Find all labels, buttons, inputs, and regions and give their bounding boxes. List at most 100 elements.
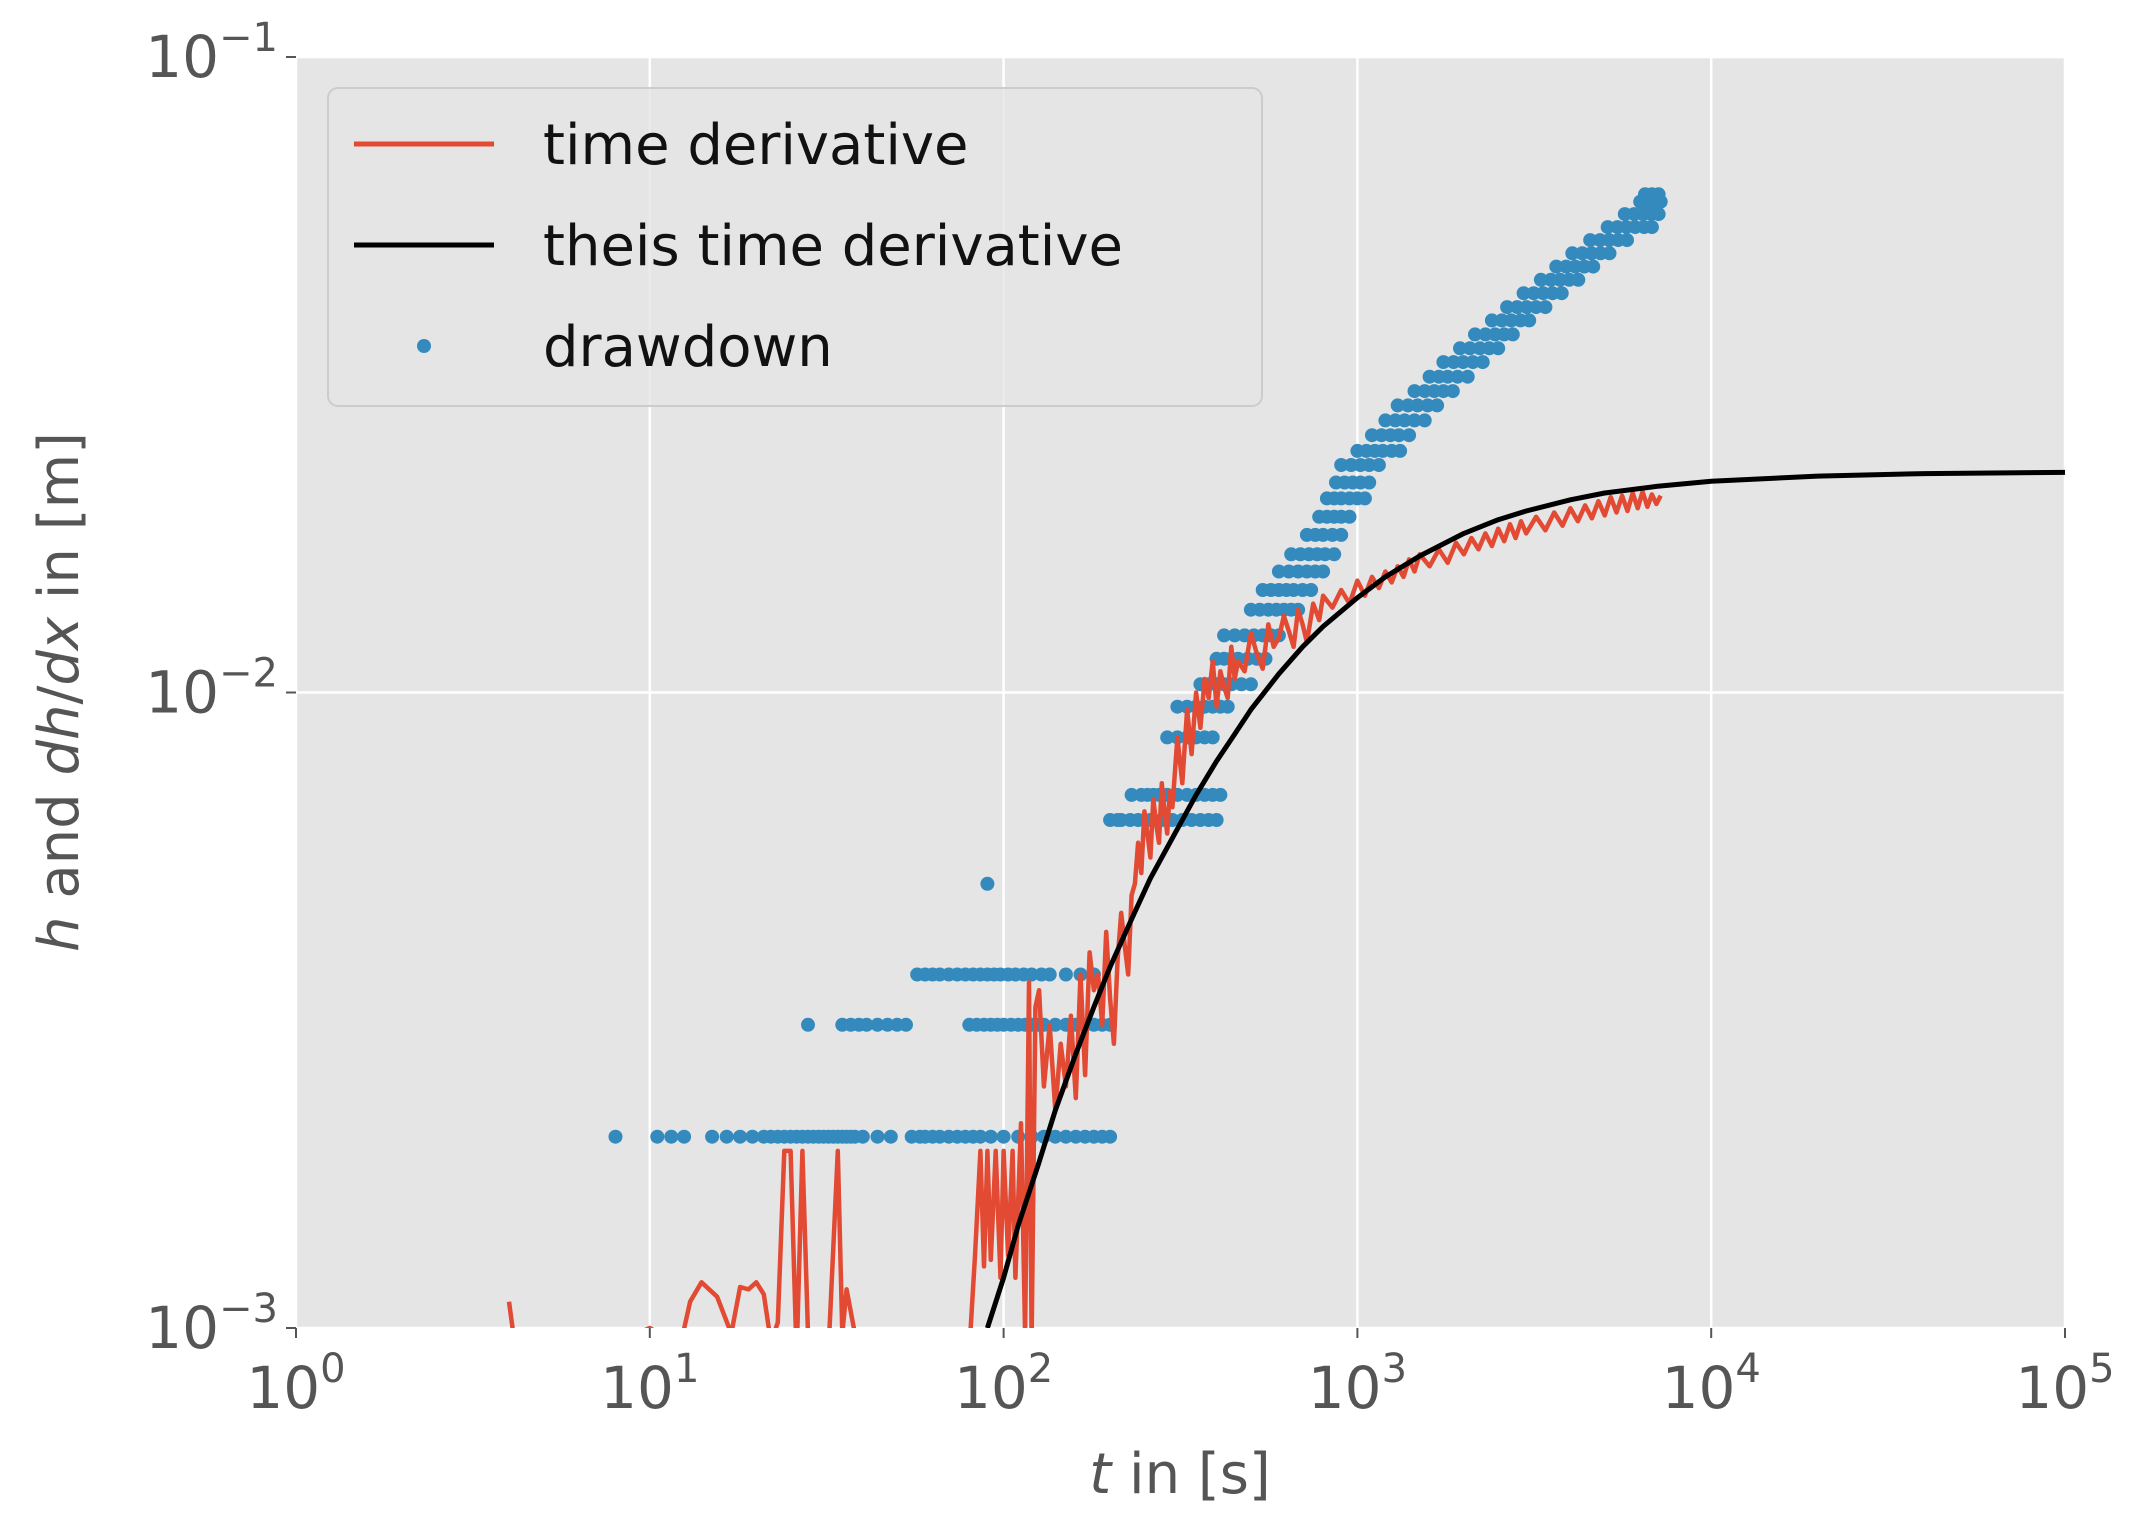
legend-box bbox=[327, 87, 1263, 407]
drawdown-point-293 bbox=[1620, 233, 1634, 248]
drawdown-point-51 bbox=[801, 1017, 815, 1032]
drawdown-point-7 bbox=[745, 1129, 760, 1144]
drawdown-point-224 bbox=[1378, 413, 1393, 428]
drawdown-point-115 bbox=[1124, 787, 1139, 802]
drawdown-point-191 bbox=[1334, 527, 1349, 542]
drawdown-point-154 bbox=[1217, 628, 1232, 643]
drawdown-point-175 bbox=[1271, 564, 1286, 579]
x-tick-label-1: 101 bbox=[600, 1346, 699, 1422]
drawdown-point-311 bbox=[1651, 187, 1666, 202]
x-tick-label-0: 100 bbox=[246, 1346, 345, 1422]
x-tick-label-2: 102 bbox=[954, 1346, 1053, 1422]
drawdown-point-283 bbox=[1586, 259, 1601, 274]
legend: time derivative theis time derivative dr… bbox=[327, 87, 1263, 407]
y-tick-label-1: 10−2 bbox=[145, 651, 278, 727]
drawdown-point-299 bbox=[1644, 220, 1659, 235]
drawdown-point-254 bbox=[1468, 327, 1482, 342]
y-axis-label: h and dh/dx in [m] bbox=[27, 432, 92, 952]
drawdown-point-155 bbox=[1227, 628, 1242, 643]
drawdown-point-139 bbox=[1220, 699, 1235, 714]
drawdown-point-269 bbox=[1516, 286, 1531, 301]
drawdown-point-227 bbox=[1407, 413, 1422, 428]
drawdown-point-250 bbox=[1462, 341, 1477, 356]
drawdown-point-40 bbox=[996, 1129, 1011, 1144]
drawdown-point-231 bbox=[1410, 398, 1425, 413]
drawdown-point-202 bbox=[1357, 491, 1372, 506]
legend-label-time-derivative: time derivative bbox=[543, 113, 968, 178]
drawdown-point-1 bbox=[650, 1129, 665, 1144]
drawdown-point-218 bbox=[1393, 443, 1408, 458]
drawdown-point-274 bbox=[1533, 272, 1548, 287]
drawdown-point-28 bbox=[883, 1129, 898, 1144]
drawdown-point-284 bbox=[1565, 246, 1580, 261]
drawdown-point-247 bbox=[1465, 355, 1480, 370]
series-line-theis-time-derivative bbox=[985, 469, 2065, 1328]
drawdown-point-6 bbox=[733, 1129, 748, 1144]
drawdown-point-126 bbox=[1213, 787, 1228, 802]
drawdown-point-100 bbox=[980, 876, 995, 891]
x-axis-ticks: 100 101 102 103 104 105 bbox=[246, 1328, 2115, 1422]
plot-area bbox=[506, 187, 2065, 1328]
drawdown-point-233 bbox=[1430, 398, 1445, 413]
drawdown-point-132 bbox=[1205, 730, 1220, 745]
series-line-time-derivative bbox=[506, 489, 1663, 1328]
drawdown-point-246 bbox=[1456, 355, 1471, 370]
drawdown-point-238 bbox=[1445, 384, 1460, 399]
drawdown-point-244 bbox=[1436, 355, 1451, 370]
drawdown-point-26 bbox=[855, 1129, 870, 1144]
drawdown-point-146 bbox=[1243, 677, 1258, 692]
drawdown-point-127 bbox=[1160, 730, 1175, 745]
drawdown-point-211 bbox=[1362, 458, 1377, 472]
drawdown-point-59 bbox=[899, 1017, 913, 1032]
drawdown-point-255 bbox=[1478, 327, 1493, 342]
drawdown-point-249 bbox=[1453, 341, 1467, 356]
drawdown-point-55 bbox=[859, 1017, 874, 1032]
drawdown-point-196 bbox=[1342, 509, 1357, 524]
drawdown-point-243 bbox=[1460, 369, 1475, 384]
drawdown-point-222 bbox=[1391, 428, 1406, 443]
drawdown-point-278 bbox=[1571, 272, 1586, 287]
drawdown-point-94 bbox=[1024, 967, 1039, 982]
drawdown-point-5 bbox=[719, 1129, 734, 1144]
drawdown-point-39 bbox=[983, 1129, 998, 1144]
drawdown-point-27 bbox=[870, 1129, 885, 1144]
drawdown-point-212 bbox=[1371, 458, 1386, 472]
x-tick-label-3: 103 bbox=[1308, 1346, 1407, 1422]
drawdown-point-268 bbox=[1538, 300, 1553, 315]
drawdown-point-223 bbox=[1402, 428, 1417, 443]
drawdown-point-50 bbox=[1103, 1129, 1118, 1144]
drawdown-point-4 bbox=[705, 1129, 720, 1144]
drawdown-point-44 bbox=[1048, 1129, 1063, 1144]
drawdown-point-304 bbox=[1651, 207, 1666, 222]
drawdown-point-259 bbox=[1484, 313, 1499, 328]
y-axis-ticks: 10−3 10−2 10−1 bbox=[145, 15, 296, 1362]
drawdown-point-234 bbox=[1407, 384, 1422, 399]
x-tick-label-5: 105 bbox=[2015, 1346, 2114, 1422]
drawdown-point-264 bbox=[1500, 300, 1515, 315]
drawdown-point-273 bbox=[1554, 286, 1569, 301]
legend-label-theis-time-derivative: theis time derivative bbox=[543, 214, 1123, 279]
x-tick-label-4: 104 bbox=[1662, 1346, 1761, 1422]
drawdown-point-186 bbox=[1327, 547, 1342, 562]
drawdown-point-242 bbox=[1450, 369, 1465, 384]
drawdown-point-294 bbox=[1600, 220, 1615, 235]
drawdown-point-208 bbox=[1334, 458, 1349, 472]
drawdown-point-180 bbox=[1316, 564, 1331, 579]
drawdown-point-174 bbox=[1304, 583, 1319, 597]
drawdown-point-235 bbox=[1417, 384, 1432, 399]
drawdown-point-230 bbox=[1401, 398, 1415, 413]
drawdown-point-248 bbox=[1475, 355, 1490, 370]
drawdown-point-38 bbox=[973, 1129, 988, 1144]
drawdown-point-241 bbox=[1440, 369, 1455, 384]
drawdown-point-226 bbox=[1397, 413, 1412, 428]
drawdown-point-288 bbox=[1602, 246, 1617, 261]
drawdown-point-279 bbox=[1549, 259, 1564, 274]
drawdown-point-97 bbox=[1058, 967, 1073, 982]
x-axis-label: t in [s] bbox=[1089, 1442, 1271, 1507]
drawdown-point-258 bbox=[1505, 327, 1520, 342]
drawdown-point-289 bbox=[1583, 233, 1598, 248]
drawdown-point-228 bbox=[1417, 413, 1432, 428]
drawdown-point-56 bbox=[870, 1017, 885, 1032]
legend-label-drawdown: drawdown bbox=[543, 315, 833, 380]
